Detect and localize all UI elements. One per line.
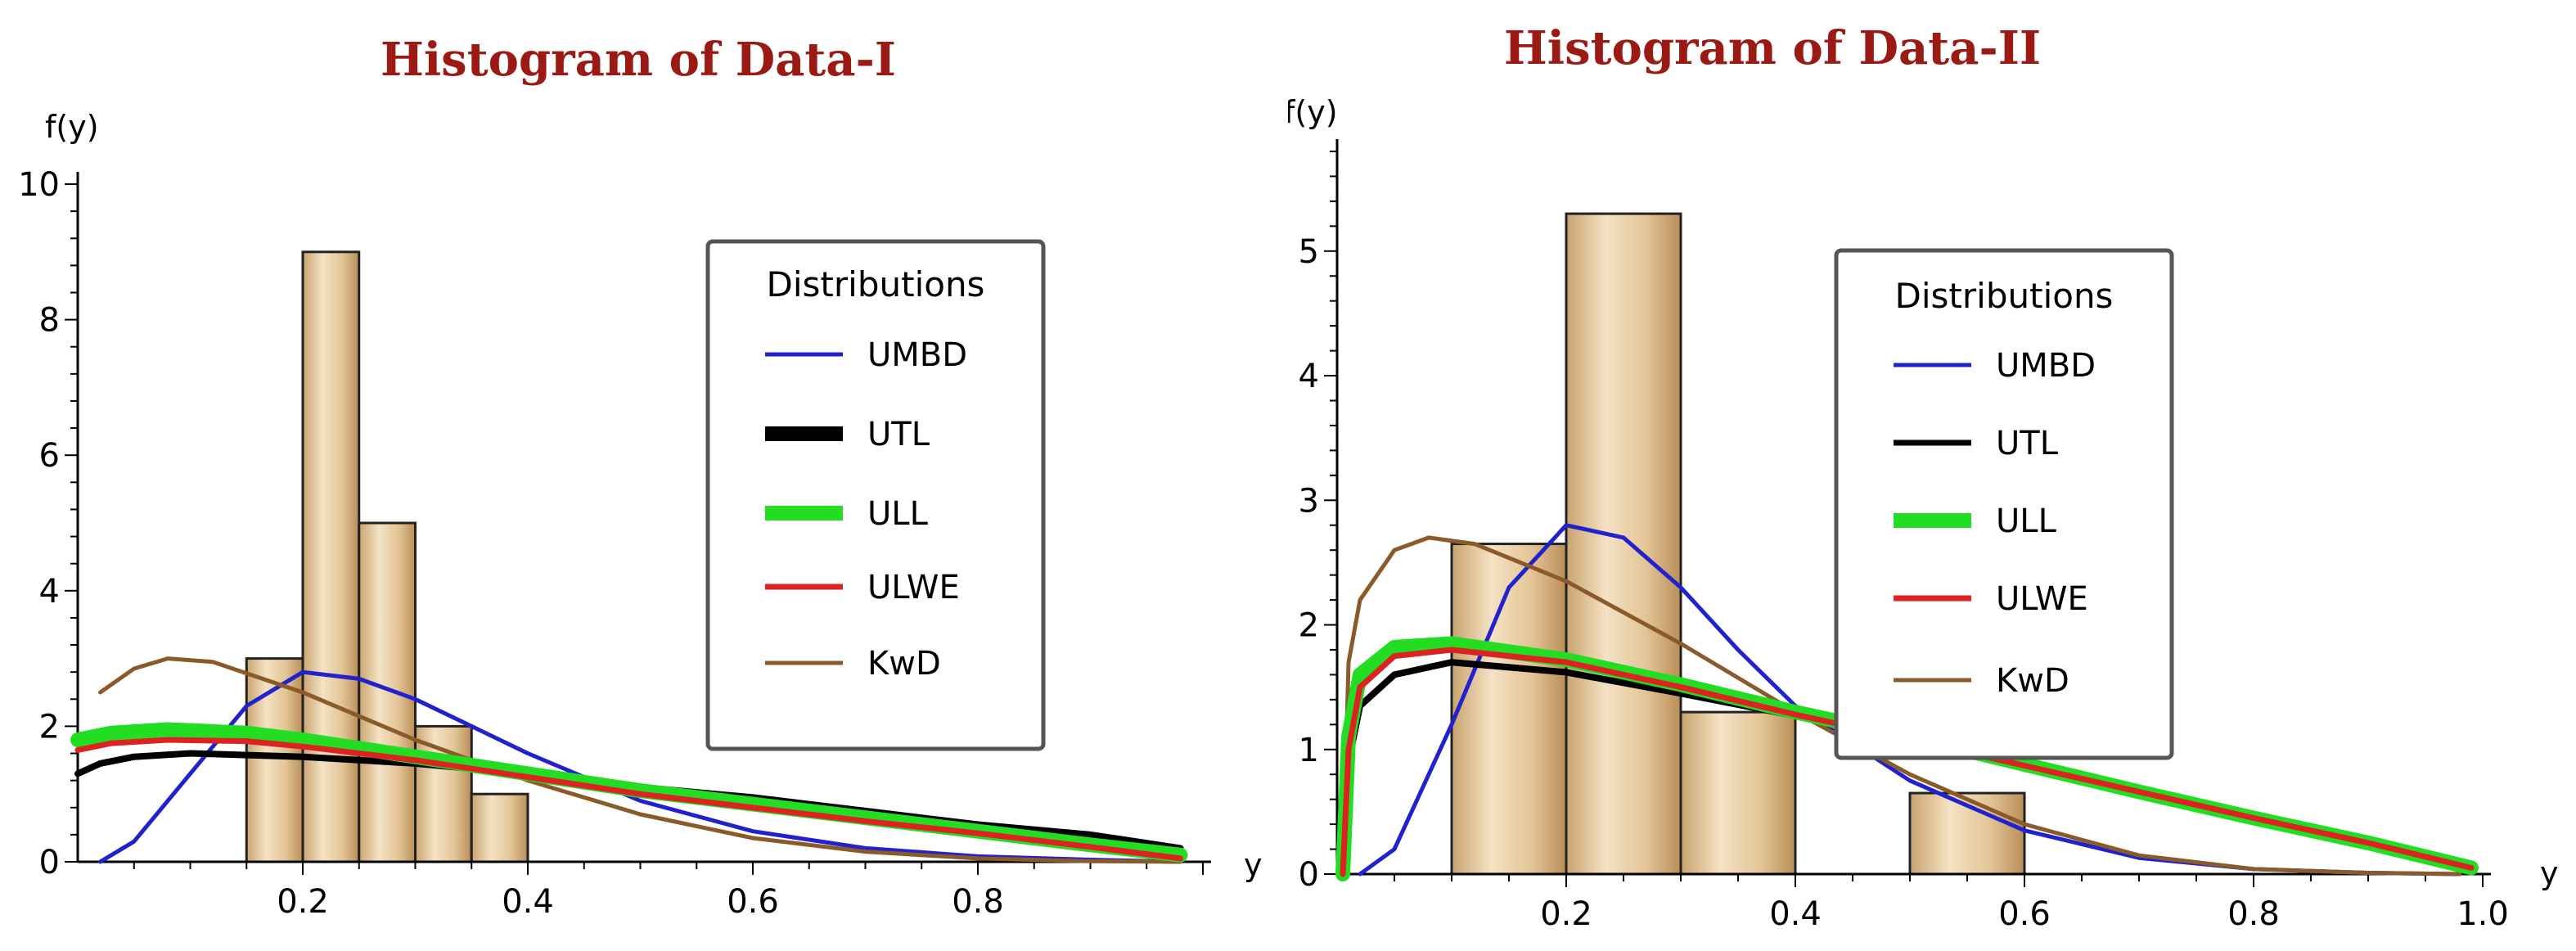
- series-line-ulwe: [1340, 647, 2475, 877]
- histogram-bar: [414, 724, 473, 863]
- legend-label-umbd: UMBD: [867, 336, 967, 374]
- histogram-bar: [245, 657, 304, 863]
- series-line-ulwe: [74, 737, 1183, 862]
- x-tick-label: 0.4: [1769, 895, 1822, 933]
- y-tick-label: 0: [1299, 856, 1319, 894]
- histogram-bar: [358, 521, 417, 863]
- x-tick-label: 1.0: [2457, 895, 2509, 933]
- histogram-bar: [470, 792, 529, 863]
- y-tick-label: 2: [39, 708, 60, 746]
- y-tick-label: 4: [1299, 358, 1319, 395]
- y-axis-label: f(y): [1288, 94, 1338, 130]
- chart-panel-data-1: Histogram of Data-I f(y) y 0.2 0.4 0.6 0.8 0…: [18, 33, 1263, 921]
- x-tick-label: 0.2: [277, 883, 329, 921]
- y-tick-label: 4: [39, 573, 60, 611]
- legend-label-kwd: KwD: [1996, 662, 2069, 700]
- legend-label-umbd: UMBD: [1996, 347, 2096, 385]
- histogram-bar: [1450, 543, 1568, 876]
- chart-svg-data-1: Histogram of Data-I f(y) y 0.2 0.4 0.6 0.8 0…: [18, 33, 1263, 921]
- legend-title: Distributions: [1895, 276, 2114, 316]
- chart-panel-data-2: Histogram of Data-II f(y) y 0.2 0.4 0.6 0.8…: [1288, 0, 2576, 951]
- y-tick-label: 5: [1299, 233, 1319, 271]
- x-axis-label: y: [1244, 847, 1263, 883]
- histogram-bar: [301, 250, 361, 863]
- legend-label-ulwe: ULWE: [1996, 580, 2088, 618]
- x-tick-label: 0.2: [1540, 895, 1592, 933]
- legend-title: Distributions: [767, 264, 985, 304]
- legend-label-utl: UTL: [1996, 425, 2059, 462]
- x-tick-label: 0.6: [1998, 895, 2051, 933]
- chart-title: Histogram of Data-II: [1504, 21, 2041, 75]
- x-tick-label: 0.4: [502, 883, 554, 921]
- x-axis-label: y: [2540, 855, 2559, 891]
- y-tick-label: 0: [39, 844, 60, 881]
- x-tick-label: 0.8: [952, 883, 1004, 921]
- y-axis-label: f(y): [45, 109, 99, 145]
- chart-svg-data-2: Histogram of Data-II f(y) y 0.2 0.4 0.6 0.8…: [1288, 21, 2559, 933]
- legend-box: [705, 239, 1046, 751]
- y-tick-label: 8: [39, 302, 60, 340]
- legend-label-kwd: KwD: [867, 645, 941, 683]
- legend-label-ull: ULL: [1996, 503, 2057, 540]
- y-tick-label: 6: [39, 437, 60, 475]
- y-tick-label: 3: [1299, 482, 1319, 520]
- y-tick-label: 10: [18, 166, 60, 204]
- y-tick-label: 1: [1299, 732, 1319, 769]
- legend-label-ull: ULL: [867, 495, 929, 533]
- x-tick-label: 0.8: [2227, 895, 2280, 933]
- legend-label-utl: UTL: [867, 416, 930, 453]
- histogram-bar: [1565, 212, 1682, 876]
- series-line-kwd: [1340, 535, 2462, 877]
- legend-box: [1834, 248, 2174, 760]
- chart-title: Histogram of Data-I: [381, 33, 896, 87]
- y-tick-label: 2: [1299, 607, 1319, 645]
- histogram-bar: [1679, 710, 1797, 876]
- legend-label-ulwe: ULWE: [867, 569, 960, 606]
- x-tick-label: 0.6: [727, 883, 779, 921]
